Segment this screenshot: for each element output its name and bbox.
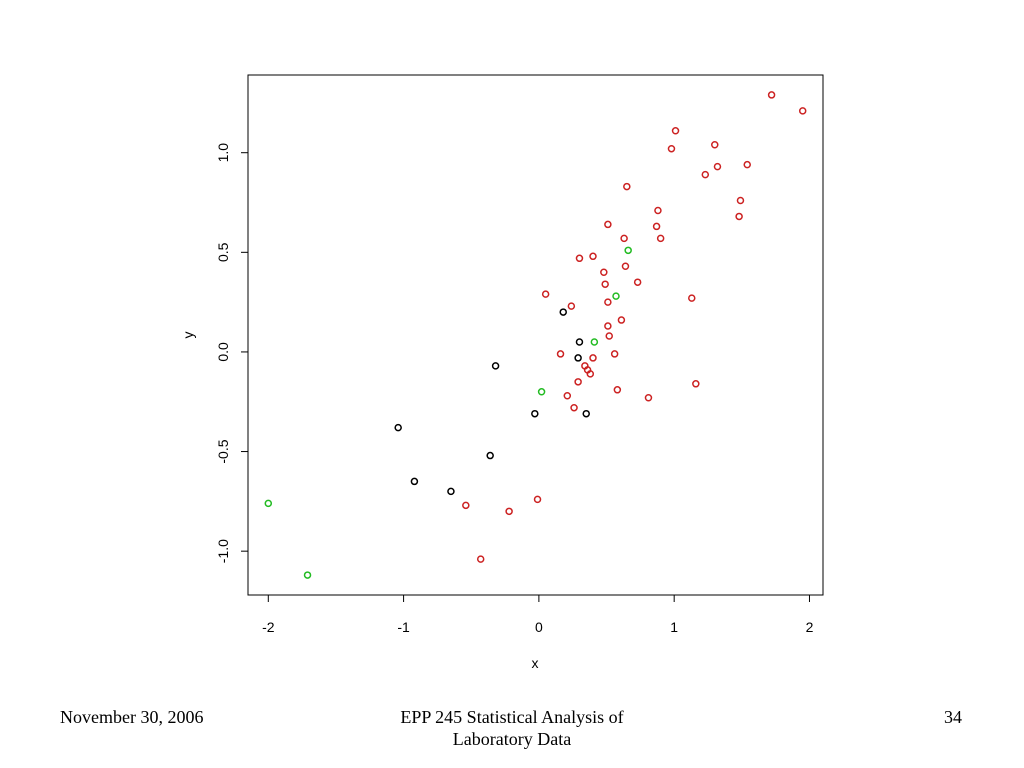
data-point [601, 280, 609, 288]
data-point [574, 354, 582, 362]
data-point [711, 140, 719, 149]
x-axis-title: x [532, 655, 539, 671]
x-tick-label: 1 [670, 619, 678, 635]
data-point [633, 278, 642, 286]
data-point [486, 451, 494, 460]
footer-course-line-2: Laboratory Data [452, 729, 572, 749]
data-point [688, 294, 696, 302]
data-point [667, 144, 676, 153]
data-point [610, 350, 619, 358]
data-point [736, 196, 745, 205]
y-tick-label: 1.0 [215, 143, 231, 163]
data-point [559, 308, 567, 316]
data-point [644, 394, 653, 402]
data-point [447, 487, 455, 496]
data-point [605, 332, 613, 340]
x-axis: -2 -1 0 1 2 [262, 594, 814, 635]
data-point [303, 571, 312, 579]
data-point [531, 409, 539, 418]
data-point [600, 268, 608, 276]
data-point [701, 170, 710, 179]
data-point [264, 499, 273, 508]
y-tick-label: 0.0 [215, 342, 231, 362]
data-point [563, 392, 572, 400]
data-point [621, 262, 630, 271]
data-point [462, 501, 470, 510]
y-axis: -1.0 -0.5 0.0 0.5 1.0 [215, 143, 249, 563]
data-points [264, 91, 807, 579]
data-point [589, 354, 597, 362]
data-point [713, 162, 722, 171]
footer-page-number: 34 [944, 707, 962, 727]
y-tick-label: -1.0 [215, 539, 231, 563]
data-point [612, 292, 620, 300]
data-point [590, 338, 599, 346]
data-point [623, 182, 631, 191]
footer-date: November 30, 2006 [60, 707, 204, 727]
data-point [410, 477, 419, 486]
data-point [541, 290, 550, 298]
data-point [652, 222, 661, 231]
data-point [586, 370, 595, 378]
scatter-plot: -2 -1 0 1 2 -1.0 -0.5 0.0 0.5 1.0 x y [180, 74, 824, 671]
data-point [767, 91, 776, 99]
data-point [589, 252, 597, 261]
y-axis-title: y [180, 332, 196, 339]
x-tick-label: 2 [806, 619, 814, 635]
data-point [604, 322, 612, 330]
data-point [692, 380, 700, 388]
data-point [798, 107, 807, 115]
x-tick-label: -1 [397, 619, 410, 635]
data-point [533, 495, 542, 504]
data-point [735, 212, 743, 221]
data-point [574, 378, 582, 386]
footer-course-line-1: EPP 245 Statistical Analysis of [400, 707, 624, 727]
data-point [394, 423, 402, 432]
data-point [556, 350, 565, 358]
data-point [476, 555, 485, 563]
data-point [624, 246, 632, 255]
data-point [743, 160, 751, 169]
data-point [567, 302, 576, 310]
data-point [491, 362, 500, 370]
data-point [617, 316, 626, 324]
data-point [654, 206, 662, 215]
x-tick-label: -2 [262, 619, 275, 635]
data-point [505, 507, 513, 516]
data-point [656, 234, 665, 243]
data-point [613, 386, 622, 394]
data-point [575, 254, 584, 263]
data-point [582, 409, 590, 418]
footer-course-title: EPP 245 Statistical Analysis of Laborato… [362, 706, 662, 750]
data-point [604, 298, 612, 306]
data-point [671, 127, 680, 135]
data-point [575, 338, 584, 346]
data-point [620, 234, 628, 243]
plot-frame [247, 74, 824, 596]
x-tick-label: 0 [535, 619, 543, 635]
y-tick-label: -0.5 [215, 439, 231, 463]
data-point [537, 388, 546, 396]
data-point [604, 220, 612, 229]
data-point [570, 403, 578, 412]
y-tick-label: 0.5 [215, 242, 231, 262]
